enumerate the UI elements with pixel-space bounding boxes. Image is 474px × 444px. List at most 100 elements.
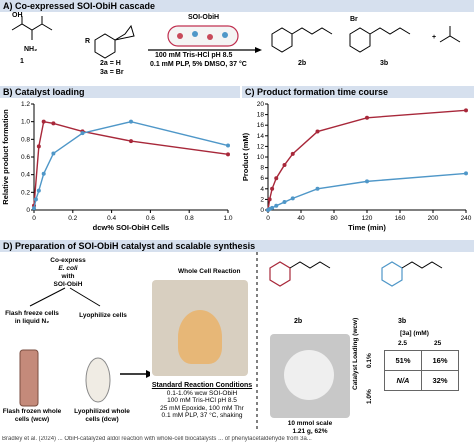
y-tick-label: 10	[257, 154, 265, 161]
y-tick-label: 16	[257, 122, 265, 129]
std-line-4: 0.1 mM PLP, 37 °C, shaking	[161, 412, 243, 420]
x-tick-label: 200	[428, 215, 439, 222]
compound-3a-label: 3a = Br	[100, 69, 124, 76]
product-3b-structure	[349, 27, 411, 53]
table-cell-1-0: N/A	[384, 370, 422, 391]
std-title: Standard Reaction Conditions	[151, 382, 253, 389]
time-course-chart: 0 40 80 120 160 200 240 0 2 4 6 8 10 12 14 16 18 20 Time (…	[241, 101, 472, 232]
y-tick-label: 1.0	[21, 119, 30, 126]
row-header: Catalyst Loading (wcw)	[352, 317, 359, 390]
flash-frozen-text: Flash frozen whole cells (wcw)	[2, 408, 62, 423]
y-tick-label: 8	[260, 165, 264, 172]
conc-col-2: 25	[434, 340, 442, 347]
data-point	[270, 186, 275, 191]
data-point	[290, 196, 295, 201]
data-point	[36, 188, 41, 193]
acetaldehyde-structure	[439, 26, 461, 43]
data-point	[282, 200, 287, 205]
data-point	[464, 171, 468, 176]
table-title: [3a] (mM)	[400, 330, 429, 337]
y-tick-label: 20	[257, 101, 265, 108]
std-conditions-block: Standard Reaction Conditions 0.1-1.0% wc…	[150, 382, 254, 420]
whole-cell-title: Whole Cell Reaction	[178, 268, 241, 275]
row-label-1: 0.1%	[366, 353, 373, 368]
data-point	[290, 151, 295, 156]
coexpress-block: Co-express E. coli with SOI-ObiH	[28, 257, 108, 289]
x-tick-label: 0.2	[68, 215, 77, 222]
y-tick-label: 12	[257, 143, 265, 150]
x-tick-label: 0.8	[185, 215, 194, 222]
y-tick-label: 0	[26, 207, 30, 214]
compound-2b-label: 2b	[294, 318, 303, 325]
x-tick-label: 40	[297, 215, 305, 222]
data-point	[226, 152, 230, 157]
scale-line-2: 1.21 g, 62%	[292, 428, 328, 435]
series-line-0	[33, 120, 229, 206]
data-point	[274, 203, 279, 208]
divider	[256, 252, 258, 432]
conditions-line-1: 100 mM Tris-HCl pH 8.5	[155, 52, 233, 59]
prep-arrows	[19, 287, 150, 407]
cell-label: SOI-ObiH	[188, 14, 220, 21]
y-tick-label: 0.4	[21, 172, 30, 179]
lyophilized-text: Lyophilized whole cells (dcw)	[74, 408, 130, 423]
product-2b-structure	[271, 27, 333, 53]
data-point	[270, 205, 275, 210]
x-tick-label: 0	[32, 215, 36, 222]
data-point	[36, 144, 41, 149]
x-axis-label: dcw% SOI-ObiH Cells	[93, 223, 170, 232]
y-tick-label: 0.2	[21, 189, 30, 196]
x-tick-label: 1.0	[223, 215, 232, 222]
y-tick-label: 14	[257, 133, 265, 140]
panel-d-structures	[269, 261, 443, 287]
x-tick-label: 0	[266, 215, 270, 222]
row-label-2: 1.0%	[366, 389, 373, 404]
panel-d-header: D) Preparation of SOI-ObiH catalyst and …	[0, 240, 474, 252]
data-point	[51, 151, 56, 156]
panel-b-header: B) Catalyst loading	[0, 86, 240, 98]
r-group-label: R	[85, 38, 91, 45]
data-point	[51, 121, 56, 126]
product-2b-label: 2b	[298, 60, 307, 67]
lyophilized-tube	[85, 357, 111, 403]
table-cell-1-1: 32%	[421, 370, 459, 391]
data-point	[315, 186, 320, 191]
data-point	[282, 162, 287, 167]
series-line-1	[33, 120, 229, 209]
scale-line-1: 10 mmol scale	[287, 420, 333, 427]
std-line-3: 25 mM Epoxide, 100 mM Thr	[160, 404, 244, 412]
x-tick-label: 0.4	[107, 215, 116, 222]
y-tick-label: 0.8	[21, 136, 30, 143]
data-point	[80, 131, 85, 136]
y-axis-label: Relative product formation	[1, 109, 10, 205]
data-point	[464, 108, 468, 113]
y-tick-label: 1.2	[21, 101, 30, 108]
table-cell-0-1: 16%	[421, 350, 459, 371]
oh-label-1: OH	[12, 12, 23, 19]
std-line-2: 100 mM Tris-HCl pH 8.5	[167, 397, 237, 405]
data-point	[32, 206, 36, 211]
panel-a-scheme	[11, 16, 461, 59]
series-line-1	[267, 172, 467, 211]
data-point	[315, 129, 320, 134]
y-tick-label: 0	[260, 207, 264, 214]
product-photo	[270, 334, 350, 418]
x-axis-label: Time (min)	[348, 223, 386, 232]
data-point	[129, 139, 133, 144]
data-point	[267, 197, 272, 202]
data-point	[41, 119, 46, 124]
data-point	[33, 197, 38, 202]
data-point	[365, 179, 369, 184]
soi-text: SOI-ObiH	[53, 281, 83, 288]
flash-freeze-text: Flash freeze cells in liquid N₂	[5, 310, 59, 325]
compound-3b-label: 3b	[398, 318, 407, 325]
panel-a-header: A) Co-expressed SOI-ObiH cascade	[0, 0, 474, 12]
x-tick-label: 160	[395, 215, 406, 222]
compound-1-label: 1	[20, 58, 24, 65]
coexpress-text: Co-express	[50, 257, 86, 264]
flask-photo	[152, 280, 248, 376]
std-line-1: 0.1-1.0% wcw SOI-ObiH	[166, 389, 238, 397]
threonine-structure	[11, 16, 53, 40]
table-cell-0-0: 51%	[384, 350, 422, 371]
y-tick-label: 2	[260, 196, 264, 203]
